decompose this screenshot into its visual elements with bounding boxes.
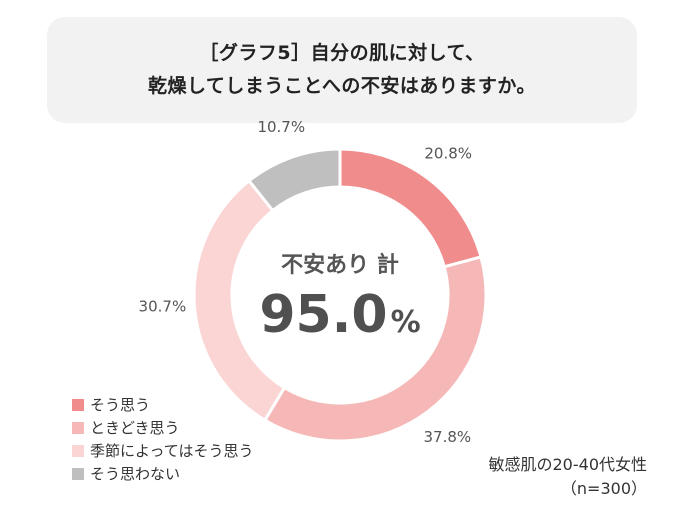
center-total: 95.0% [259,285,420,345]
slice-percent-label-1: 20.8% [424,145,472,163]
legend-item-4: そう思わない [72,462,254,485]
sample-note-line-2: （n=300） [560,479,647,498]
sample-note-line-1: 敏感肌の20-40代女性 [488,455,648,474]
legend-label-3: 季節によってはそう思う [90,442,254,460]
donut-slice-1 [338,147,483,269]
legend-item-2: ときどき思う [72,416,254,439]
legend-swatch-2 [72,421,84,434]
chart-title-line-2: 乾燥してしまうことへの不安はありますか。 [147,75,537,97]
legend-label-1: そう思う [90,396,151,414]
legend-swatch-1 [72,398,84,411]
percent-labels: 20.8% 37.8% 30.7% 10.7% [139,118,472,446]
legend-label-2: ときどき思う [90,419,180,437]
legend-item-1: そう思う [72,393,254,416]
donut-slice-4 [246,147,342,213]
title-box: ［グラフ5］自分の肌に対して、 乾燥してしまうことへの不安はありますか。 [47,17,637,123]
legend: そう思うときどき思う季節によってはそう思う そう思わない [72,393,254,485]
slice-percent-label-4: 10.7% [257,118,305,136]
center-label: 不安あり 計 [281,252,399,278]
donut-slice-2 [262,255,488,443]
sample-note: 敏感肌の20-40代女性 （n=300） [489,453,648,501]
slice-percent-label-3: 30.7% [139,298,187,316]
center-unit: % [391,305,421,340]
legend-label-4: そう思わない [90,465,181,483]
legend-swatch-4 [72,467,84,480]
center-value: 95.0 [259,285,387,345]
legend-swatch-3 [72,444,84,457]
legend-item-3: 季節によってはそう思う [72,439,254,462]
chart-title-line-1: ［グラフ5］自分の肌に対して、 [199,42,485,64]
slice-percent-label-2: 37.8% [423,428,471,446]
donut-slices [192,147,488,443]
